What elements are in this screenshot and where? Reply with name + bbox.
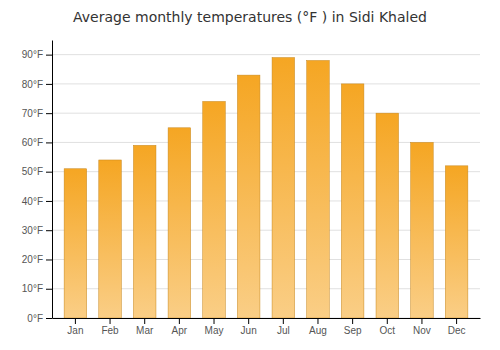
x-tick-label: Nov: [413, 325, 431, 336]
y-tick: 40°F: [22, 196, 52, 207]
y-tick-mark: [46, 318, 52, 319]
x-tick: Jan: [67, 318, 83, 336]
x-tick: Oct: [380, 318, 396, 336]
x-tick-label: Aug: [309, 325, 327, 336]
bar: [307, 60, 330, 318]
y-tick: 50°F: [22, 166, 52, 177]
x-tick: Jul: [277, 318, 290, 336]
x-tick: Aug: [309, 318, 327, 336]
x-tick: Feb: [101, 318, 119, 336]
x-tick-label: Sep: [344, 325, 362, 336]
y-tick: 20°F: [22, 254, 52, 265]
y-tick-label: 40°F: [22, 196, 43, 207]
bar: [99, 160, 122, 318]
grid-line: [52, 113, 480, 114]
grid-line: [52, 54, 480, 55]
y-tick-label: 0°F: [27, 313, 43, 324]
y-tick-label: 20°F: [22, 254, 43, 265]
bar: [411, 142, 434, 318]
x-tick: Sep: [344, 318, 362, 336]
x-tick: Nov: [413, 318, 431, 336]
y-tick-mark: [46, 84, 52, 85]
grid-line: [52, 83, 480, 84]
x-tick-label: Jul: [277, 325, 290, 336]
y-tick-label: 60°F: [22, 137, 43, 148]
y-tick-mark: [46, 201, 52, 202]
y-tick-label: 70°F: [22, 108, 43, 119]
x-tick-mark: [421, 318, 422, 324]
grid: [52, 55, 480, 318]
y-tick-label: 50°F: [22, 166, 43, 177]
chart-container: 0°F 10°F 20°F 30°F 40°F 50°F 60°F 70°F 80°F 90°F J…: [0, 0, 500, 350]
bar: [445, 166, 468, 318]
title: Average monthly temperatures (°F ) in Si…: [73, 9, 427, 25]
y-tick-label: 80°F: [22, 79, 43, 90]
bar: [64, 169, 87, 318]
bar: [168, 128, 191, 318]
chart-svg: 0°F 10°F 20°F 30°F 40°F 50°F 60°F 70°F 80°F 90°F J…: [0, 0, 500, 350]
bar: [376, 113, 399, 318]
y-tick-mark: [46, 289, 52, 290]
y-tick-label: 30°F: [22, 225, 43, 236]
x-tick-mark: [317, 318, 318, 324]
x-tick: Dec: [448, 318, 466, 336]
y-axis-line: [52, 41, 53, 319]
plot-area: 0°F 10°F 20°F 30°F 40°F 50°F 60°F 70°F 80°F 90°F J…: [22, 41, 481, 337]
y-tick: 90°F: [22, 49, 52, 60]
x-tick: May: [205, 318, 224, 336]
y-tick-mark: [46, 142, 52, 143]
bar: [237, 75, 260, 318]
x-tick: Jun: [241, 318, 257, 336]
x-tick-label: Mar: [136, 325, 154, 336]
x-tick-mark: [352, 318, 353, 324]
x-tick-mark: [144, 318, 145, 324]
y-tick: 30°F: [22, 225, 52, 236]
bars: [64, 58, 468, 318]
y-tick: 70°F: [22, 108, 52, 119]
y-tick: 60°F: [22, 137, 52, 148]
x-tick-mark: [179, 318, 180, 324]
x-tick-label: Feb: [101, 325, 119, 336]
x-tick-mark: [283, 318, 284, 324]
y-tick-mark: [46, 55, 52, 56]
y-tick-label: 10°F: [22, 283, 43, 294]
x-tick-label: Jun: [241, 325, 257, 336]
y-tick-mark: [46, 113, 52, 114]
x-tick-label: Apr: [172, 325, 188, 336]
bar: [341, 84, 364, 318]
x-tick-mark: [214, 318, 215, 324]
x-tick-mark: [110, 318, 111, 324]
x-tick-label: Dec: [448, 325, 466, 336]
bar: [133, 145, 156, 318]
x-tick-mark: [248, 318, 249, 324]
y-tick: 10°F: [22, 283, 52, 294]
y-tick-mark: [46, 230, 52, 231]
y-tick-mark: [46, 172, 52, 173]
x-tick: Apr: [172, 318, 188, 336]
x-tick-label: Oct: [380, 325, 396, 336]
x-tick: Mar: [136, 318, 154, 336]
x-axis-line: [53, 318, 481, 319]
x-tick-label: May: [205, 325, 224, 336]
x-tick-label: Jan: [67, 325, 83, 336]
x-tick-mark: [75, 318, 76, 324]
x-tick-mark: [387, 318, 388, 324]
y-axis: 0°F 10°F 20°F 30°F 40°F 50°F 60°F 70°F 80°F 90°F: [22, 41, 53, 324]
y-tick-mark: [46, 259, 52, 260]
y-tick: 80°F: [22, 79, 52, 90]
bar: [203, 101, 226, 318]
y-tick: 0°F: [27, 313, 52, 324]
bar: [272, 58, 295, 318]
x-axis: Jan Feb Mar Apr May Jun Jul Aug Sep Oct Nov Dec: [53, 318, 481, 336]
x-tick-mark: [456, 318, 457, 324]
y-tick-label: 90°F: [22, 49, 43, 60]
